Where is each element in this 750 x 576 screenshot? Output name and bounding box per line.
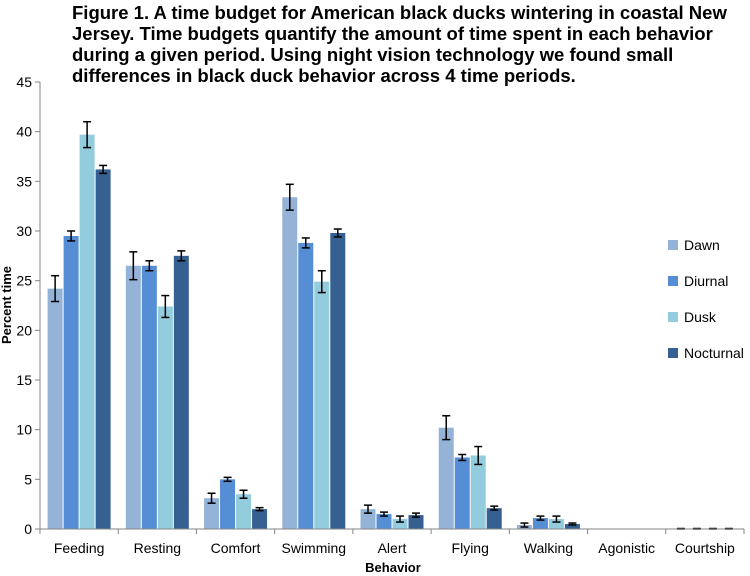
- bar-dusk: [236, 494, 252, 529]
- legend-label-nocturnal: Nocturnal: [684, 345, 744, 361]
- error-bar: [83, 120, 92, 149]
- bar-diurnal: [141, 265, 157, 529]
- error-bar: [207, 492, 216, 504]
- y-axis: 0 5 10 15 20 25 30 35 40 45: [16, 74, 41, 537]
- y-tick-label: 45: [16, 74, 32, 90]
- legend-swatch-diurnal: [668, 276, 678, 286]
- x-tick-label: Alert: [378, 540, 407, 556]
- x-tick-label: Swimming: [281, 540, 346, 556]
- bar-nocturnal: [564, 524, 580, 529]
- bar-nocturnal: [486, 508, 502, 529]
- bar-dawn: [360, 509, 376, 529]
- legend-swatch-nocturnal: [668, 348, 678, 358]
- error-bar: [396, 515, 404, 523]
- error-bar: [239, 489, 248, 499]
- bar-dusk: [157, 306, 173, 529]
- bar-dawn: [438, 427, 454, 529]
- bar-nocturnal: [95, 169, 111, 529]
- y-tick-label: 5: [24, 471, 32, 487]
- x-tick-label: Courtship: [675, 540, 735, 556]
- error-bar: [458, 453, 467, 462]
- plot-area: [47, 120, 733, 530]
- x-tick-label: Feeding: [54, 540, 105, 556]
- error-bar: [552, 515, 561, 523]
- x-tick-label: Comfort: [211, 540, 261, 556]
- error-bar: [223, 476, 232, 483]
- y-tick-label: 20: [16, 322, 32, 338]
- bar-dusk: [548, 519, 564, 529]
- bar-nocturnal: [330, 232, 346, 529]
- legend-swatch-dusk: [668, 312, 678, 322]
- error-bar: [255, 506, 264, 512]
- legend-label-diurnal: Diurnal: [684, 273, 728, 289]
- bar-nocturnal: [408, 515, 424, 529]
- y-tick-label: 35: [16, 173, 32, 189]
- x-tick-label: Agonistic: [598, 540, 655, 556]
- chart-title: Figure 1. A time budget for American bla…: [72, 2, 727, 86]
- legend-swatch-dawn: [668, 240, 678, 250]
- error-bar: [177, 250, 186, 262]
- y-tick-label: 25: [16, 273, 32, 289]
- bar-diurnal: [376, 514, 392, 529]
- error-bar: [474, 445, 483, 466]
- bar-diurnal: [220, 479, 236, 529]
- error-bar: [520, 522, 529, 528]
- legend-label-dawn: Dawn: [684, 237, 720, 253]
- bar-nocturnal: [173, 255, 189, 530]
- bar-dawn: [125, 265, 141, 529]
- error-bar: [145, 260, 154, 272]
- error-bar: [317, 269, 326, 294]
- x-tick-label: Resting: [134, 540, 181, 556]
- error-bar: [412, 512, 420, 518]
- y-tick-label: 40: [16, 124, 32, 140]
- legend-label-dusk: Dusk: [684, 309, 717, 325]
- error-bar: [301, 237, 310, 249]
- bar-dawn: [282, 197, 298, 529]
- error-bar: [285, 183, 294, 211]
- bar-diurnal: [532, 518, 548, 529]
- x-axis-label: Behavior: [365, 560, 421, 575]
- bar-nocturnal: [252, 509, 268, 529]
- y-tick-label: 15: [16, 372, 32, 388]
- bar-diurnal: [298, 242, 314, 530]
- x-axis: Feeding Resting Comfort Swimming Alert Flying…: [39, 528, 745, 556]
- bar-dusk: [470, 455, 486, 529]
- bar-dawn: [204, 498, 220, 529]
- legend: Dawn Diurnal Dusk Nocturnal: [668, 237, 744, 361]
- error-bar: [568, 522, 577, 526]
- y-axis-label: Percent time: [0, 266, 14, 344]
- error-bar: [99, 164, 108, 175]
- error-bar: [380, 511, 388, 517]
- error-bar: [364, 504, 372, 514]
- bar-dusk: [314, 281, 330, 529]
- bar-diurnal: [63, 235, 79, 529]
- bar-diurnal: [454, 457, 470, 529]
- error-bar: [129, 251, 138, 281]
- error-bar: [442, 415, 451, 441]
- error-bar: [51, 274, 60, 303]
- error-bar: [161, 294, 170, 319]
- y-tick-label: 30: [16, 223, 32, 239]
- y-tick-label: 10: [16, 422, 32, 438]
- bar-dusk: [392, 519, 408, 529]
- error-bar: [67, 230, 76, 242]
- y-tick-label: 0: [24, 521, 32, 537]
- x-tick-label: Flying: [452, 540, 489, 556]
- bar-dusk: [79, 134, 95, 529]
- error-bar: [490, 505, 499, 511]
- error-bar: [536, 515, 545, 521]
- bar-dawn: [47, 288, 63, 529]
- x-tick-label: Walking: [524, 540, 573, 556]
- error-bar: [333, 228, 342, 238]
